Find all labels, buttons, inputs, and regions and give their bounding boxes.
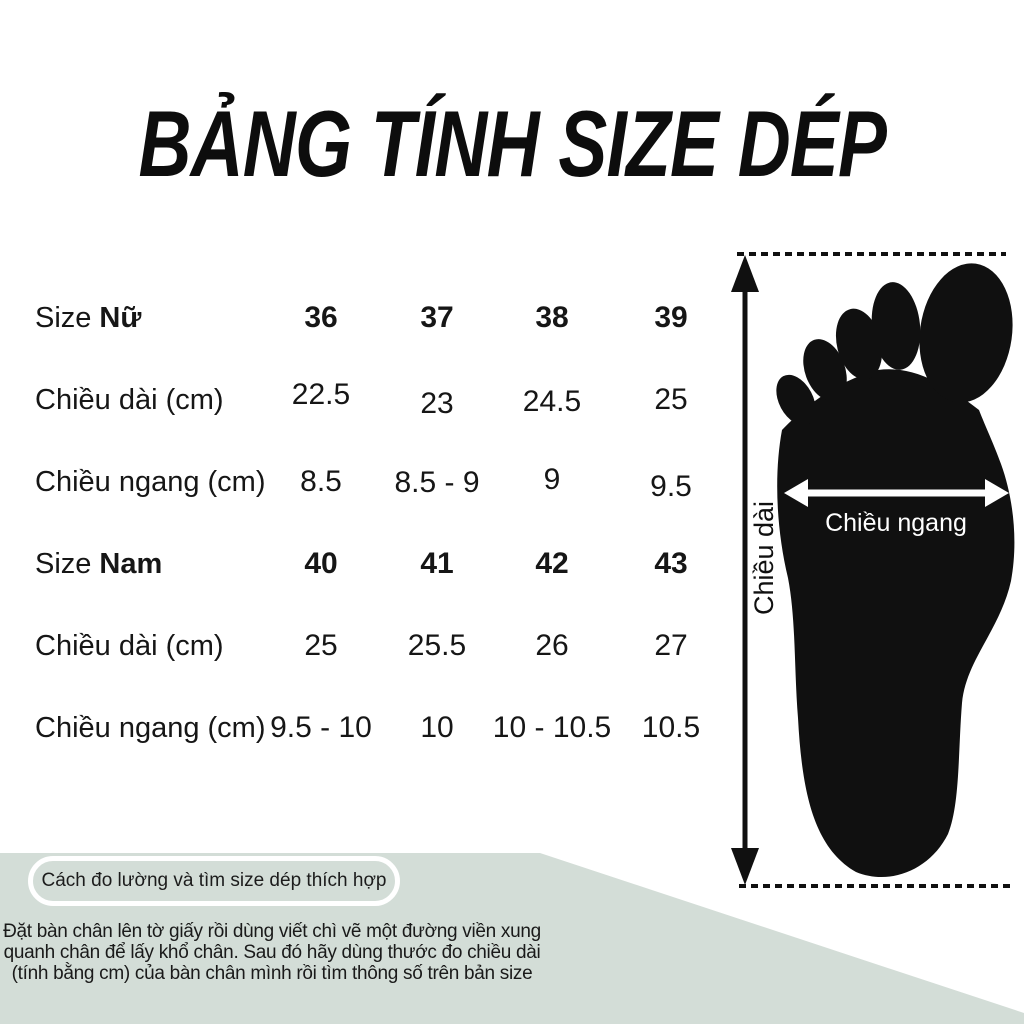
length-value: 26 (535, 629, 569, 662)
size-value: 41 (420, 547, 454, 580)
page-title: BẢNG TÍNH SIZE DÉP (0, 84, 1024, 204)
row-label: Chiều dài (cm) (30, 605, 265, 687)
size-value: 40 (304, 547, 338, 580)
length-value: 25.5 (407, 629, 467, 662)
row-label: Chiều ngang (cm) (30, 441, 266, 523)
row-label-bold-text: Nam (99, 547, 163, 580)
width-value: 8.5 - 9 (394, 466, 480, 499)
width-value: 10 (420, 711, 454, 744)
row-label-text: Size (35, 301, 92, 334)
width-value: 8.5 (300, 465, 342, 498)
arrow-left-head (784, 479, 808, 507)
arrow-right-head (985, 479, 1009, 507)
arrow-down-head (731, 848, 759, 885)
width-value: 9.5 - 10 (270, 711, 372, 744)
method-pill: Cách đo lường và tìm size dép thích hợp (28, 856, 400, 906)
size-value: 39 (654, 301, 688, 334)
instructions-text: Đặt bàn chân lên tờ giấy rồi dùng viết c… (0, 921, 544, 984)
second-toe (871, 282, 921, 370)
big-toe (919, 263, 1013, 403)
foot-measurement-diagram: Chiều dài Chiều ngang (731, 252, 1015, 888)
row-label: Chiều dài (cm) (30, 359, 265, 441)
width-label: Chiều ngang (825, 509, 967, 537)
arrow-up-head (731, 255, 759, 292)
length-value: 25 (654, 383, 688, 416)
width-value: 10.5 (641, 711, 701, 744)
row-label-text: Chiều ngang (cm) (35, 711, 266, 744)
method-pill-text: Cách đo lường và tìm size dép thích hợp (41, 870, 387, 891)
length-value: 24.5 (522, 385, 582, 418)
size-table: Size Nữ 36 37 38 39 Chiều dài (cm) 22.5 2… (30, 277, 735, 769)
width-value: 10 - 10.5 (492, 711, 612, 744)
instructions-line: (tính bằng cm) của bàn chân mình rồi tìm… (11, 963, 533, 984)
row-label: Chiều ngang (cm) (30, 687, 266, 769)
size-value: 37 (420, 301, 454, 334)
length-value: 23 (420, 387, 454, 420)
instructions-line: Đặt bàn chân lên tờ giấy rồi dùng viết c… (3, 921, 541, 942)
size-value: 43 (654, 547, 688, 580)
length-value: 27 (654, 629, 688, 662)
row-label-text: Size (35, 547, 92, 580)
page-title-text: BẢNG TÍNH SIZE DÉP (138, 91, 887, 196)
third-toe (835, 308, 883, 380)
width-value: 9 (543, 463, 561, 496)
width-arrow (784, 479, 1009, 507)
row-label: Size Nam (30, 523, 265, 605)
row-label-text: Chiều dài (cm) (35, 383, 224, 416)
foot-silhouette (776, 263, 1015, 878)
row-label-text: Chiều ngang (cm) (35, 465, 266, 498)
row-label: Size Nữ (30, 277, 265, 359)
length-label: Chiều dài (749, 501, 779, 615)
little-toe (776, 374, 816, 426)
size-value: 36 (304, 301, 338, 334)
length-value: 22.5 (291, 378, 351, 411)
length-value: 25 (304, 629, 338, 662)
instructions-line: quanh chân để lấy khổ chân. Sau đó hãy d… (3, 942, 541, 963)
size-value: 42 (535, 547, 569, 580)
row-label-bold-text: Nữ (99, 301, 142, 334)
size-value: 38 (535, 301, 569, 334)
length-arrow (731, 255, 759, 885)
fourth-toe (803, 339, 847, 401)
width-value: 9.5 (650, 470, 692, 503)
row-label-text: Chiều dài (cm) (35, 629, 224, 662)
